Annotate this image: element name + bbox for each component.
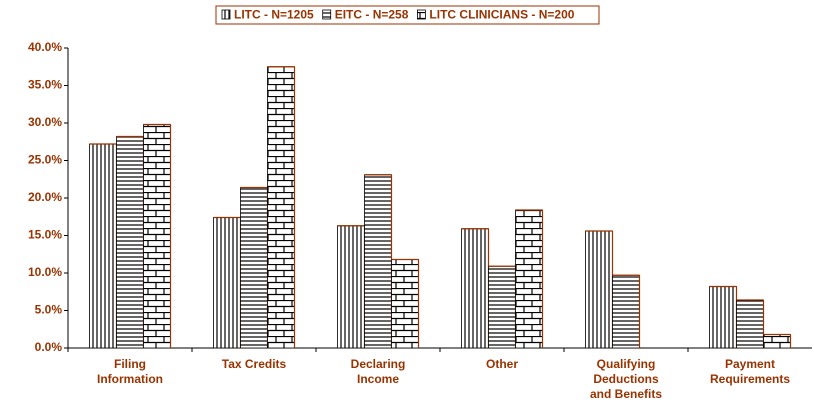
y-tick-label: 5.0%: [35, 303, 63, 317]
legend: LITC - N=1205 EITC - N=258 LITC CLINICIANS…: [221, 8, 575, 22]
y-tick-label: 25.0%: [28, 153, 62, 167]
bar: [213, 217, 241, 349]
bar: [240, 187, 268, 349]
y-tick-label: 15.0%: [28, 228, 62, 242]
legend-label: LITC - N=1205: [234, 8, 314, 22]
bar: [364, 174, 392, 349]
bar: [515, 209, 543, 349]
bar: [612, 274, 640, 349]
bar: [709, 286, 737, 349]
y-tick-label: 0.0%: [35, 340, 63, 354]
legend-swatch: [322, 9, 332, 20]
x-tick-label: Tax Credits: [222, 357, 287, 371]
y-tick-label: 30.0%: [28, 115, 62, 129]
bar: [116, 136, 144, 349]
bar: [391, 259, 419, 349]
legend-box: [215, 5, 600, 25]
x-tick-label: Filing Information: [97, 357, 163, 386]
bar: [89, 143, 117, 349]
legend-label: LITC CLINICIANS - N=200: [429, 8, 574, 22]
x-tick-label: Payment Requirements: [710, 357, 790, 386]
x-tick-label: Declaring Income: [351, 357, 406, 386]
y-tick-label: 10.0%: [28, 265, 62, 279]
y-tick-label: 40.0%: [28, 40, 62, 54]
bar: [143, 124, 171, 349]
bar: [736, 299, 764, 349]
bar: [267, 66, 295, 349]
x-tick-label: Other: [486, 357, 518, 371]
y-tick-label: 20.0%: [28, 190, 62, 204]
legend-swatch: [221, 9, 231, 20]
legend-swatch: [417, 9, 426, 20]
legend-label: EITC - N=258: [335, 8, 409, 22]
bar: [461, 228, 489, 349]
bar: [337, 225, 365, 349]
bar: [488, 265, 516, 349]
bar: [763, 334, 791, 349]
y-tick-label: 35.0%: [28, 78, 62, 92]
x-tick-label: Qualifying Deductions and Benefits: [590, 357, 662, 401]
bar: [585, 230, 613, 349]
